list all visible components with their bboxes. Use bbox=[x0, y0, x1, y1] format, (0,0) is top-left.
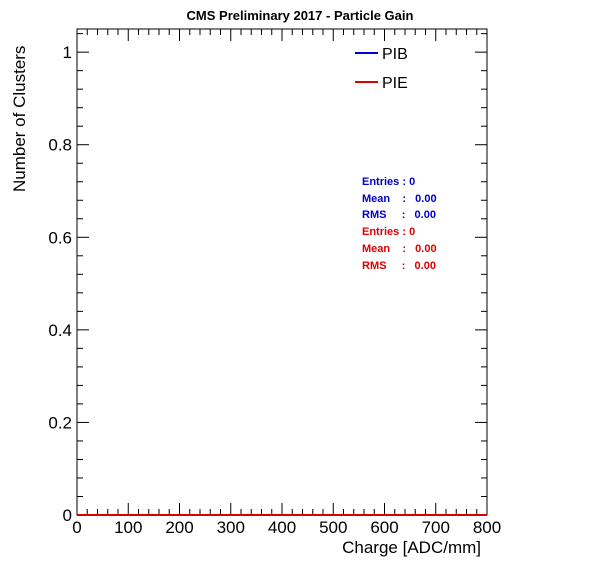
y-tick-label: 0 bbox=[63, 506, 72, 525]
y-axis-label: Number of Clusters bbox=[10, 46, 29, 192]
stat-entries-pie: Entries : 0 bbox=[362, 226, 415, 238]
y-tick-label: 1 bbox=[63, 43, 72, 62]
x-tick-label: 500 bbox=[319, 518, 347, 537]
stat-mean-pib: Mean : 0.00 bbox=[362, 193, 437, 205]
stat-mean-pie: Mean : 0.00 bbox=[362, 243, 437, 255]
plot-frame bbox=[77, 29, 487, 515]
stats-box: Entries : 0 Mean : 0.00 RMS : 0.00 Entri… bbox=[362, 176, 437, 272]
y-tick-label: 0.4 bbox=[48, 321, 72, 340]
x-tick-label: 100 bbox=[114, 518, 142, 537]
legend-label-pie: PIE bbox=[382, 75, 408, 92]
x-tick-label: 400 bbox=[268, 518, 296, 537]
y-tick-label: 0.6 bbox=[48, 228, 72, 247]
chart-title: CMS Preliminary 2017 - Particle Gain bbox=[187, 8, 414, 23]
stat-rms-pie: RMS : 0.00 bbox=[362, 260, 436, 272]
stat-entries-pib: Entries : 0 bbox=[362, 176, 415, 188]
y-tick-label: 0.8 bbox=[48, 136, 72, 155]
x-tick-label: 600 bbox=[370, 518, 398, 537]
y-tick-labels: 0 0.2 0.4 0.6 0.8 1 bbox=[48, 43, 72, 525]
stat-rms-pib: RMS : 0.00 bbox=[362, 209, 436, 221]
x-tick-labels: 0 100 200 300 400 500 600 700 800 bbox=[72, 518, 501, 537]
x-tick-label: 0 bbox=[72, 518, 81, 537]
legend: PIB PIE bbox=[355, 46, 408, 92]
x-tick-label: 700 bbox=[422, 518, 450, 537]
axis-ticks bbox=[77, 29, 487, 515]
x-tick-label: 800 bbox=[473, 518, 501, 537]
x-axis-label: Charge [ADC/mm] bbox=[342, 538, 481, 557]
x-tick-label: 200 bbox=[165, 518, 193, 537]
x-tick-label: 300 bbox=[217, 518, 245, 537]
legend-label-pib: PIB bbox=[382, 46, 408, 63]
y-tick-label: 0.2 bbox=[48, 413, 72, 432]
